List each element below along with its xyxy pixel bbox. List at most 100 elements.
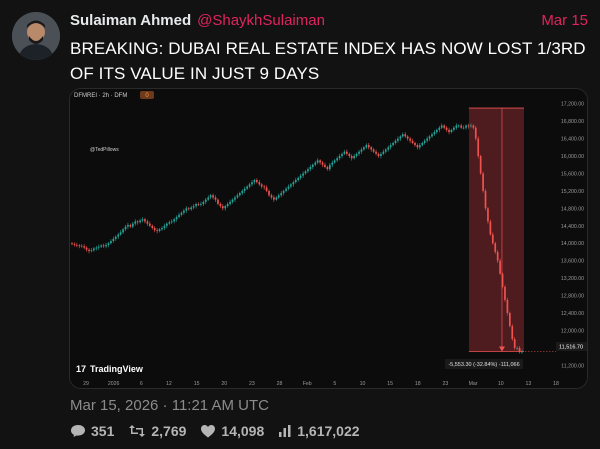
candle-body [270, 195, 273, 198]
candle-body [321, 162, 324, 165]
candle-body [350, 156, 353, 159]
candle-body [287, 186, 290, 189]
candle-body [236, 195, 239, 198]
views-button[interactable]: 1,617,022 [278, 423, 360, 439]
candle-body [144, 219, 146, 222]
candle-body [273, 197, 275, 200]
chart-image[interactable]: DFMREI · 2h · DFM 0 @TedPillows 17,200.0… [69, 88, 588, 389]
candle-body [324, 164, 326, 167]
measure-label-bg [445, 359, 523, 369]
candle-body [428, 136, 431, 139]
candle-body [285, 188, 287, 191]
candle-body [163, 225, 166, 228]
tv-icon: 17 [76, 364, 86, 374]
candle-body [299, 175, 302, 178]
tweet-timestamp[interactable]: Mar 15, 2026 · 11:21 AM UTC [70, 397, 269, 414]
candle-body [197, 203, 200, 205]
candle-body [209, 195, 212, 198]
candle-body [170, 221, 173, 223]
reply-button[interactable]: 351 [70, 423, 114, 439]
y-tick-label: 11,200.00 [561, 363, 584, 369]
candle-body [443, 125, 446, 128]
candle-body [260, 184, 263, 187]
author-line: Sulaiman Ahmed @ShaykhSulaiman [70, 12, 325, 29]
author-name[interactable]: Sulaiman Ahmed [70, 12, 192, 29]
candle-body [265, 187, 268, 191]
repost-button[interactable]: 2,769 [128, 423, 186, 439]
candle-body [307, 169, 309, 172]
candle-body [112, 238, 115, 242]
candle-body [80, 245, 83, 247]
candle-body [129, 224, 132, 227]
candle-body [277, 195, 280, 198]
views-icon [279, 425, 291, 437]
candle-body [85, 247, 88, 250]
tv-brand: TradingView [90, 364, 144, 374]
candle-body [166, 223, 168, 226]
candle-body [328, 164, 331, 170]
candle-body [314, 162, 317, 165]
candle-body [311, 164, 314, 167]
tweet-date[interactable]: Mar 15 [541, 12, 588, 29]
author-handle[interactable]: @ShaykhSulaiman [197, 12, 325, 29]
candle-body [487, 208, 489, 222]
candle-body [175, 217, 178, 220]
repost-count: 2,769 [151, 423, 187, 439]
candlestick-chart: DFMREI · 2h · DFM 0 @TedPillows 17,200.0… [70, 89, 587, 388]
zone-fill [468, 108, 524, 352]
candle-body [153, 227, 156, 231]
candle-body [117, 234, 120, 237]
candle-body [202, 201, 205, 204]
reply-icon [71, 425, 85, 437]
candle-body [156, 230, 158, 232]
action-bar: 351 2,769 14,098 1,617,022 [70, 423, 374, 439]
candles [71, 123, 556, 354]
like-button[interactable]: 14,098 [200, 423, 264, 439]
candle-body [455, 125, 458, 128]
candle-body [389, 145, 392, 148]
avatar[interactable] [12, 12, 60, 60]
candle-body [370, 147, 373, 150]
price-label-bg [556, 342, 587, 351]
reply-count: 351 [91, 423, 115, 439]
candle-body [190, 207, 193, 210]
candle-body [173, 219, 176, 222]
candle-body [136, 221, 139, 223]
candle-body [450, 129, 453, 133]
candle-body [406, 136, 409, 139]
candle-body [309, 166, 312, 170]
candle-body [516, 347, 518, 349]
candle-body [440, 125, 443, 128]
y-tick-label: 12,400.00 [561, 311, 584, 317]
candle-body [243, 188, 246, 191]
candle-body [494, 243, 497, 252]
candle-body [353, 156, 356, 159]
candle-body [491, 234, 494, 244]
x-tick-label: 5 [333, 381, 336, 387]
candle-body [76, 244, 78, 246]
measure-label: -5,553.30 (-32.84%) -111,066 [448, 362, 519, 368]
y-tick-label: 14,000.00 [561, 241, 584, 247]
candle-body [336, 158, 338, 161]
candle-body [246, 186, 248, 189]
x-tick-label: 2026 [108, 381, 120, 387]
candle-body [372, 149, 375, 152]
candle-body [346, 151, 348, 154]
x-tick-label: 18 [415, 381, 421, 387]
candle-body [401, 134, 404, 137]
candle-body [326, 166, 329, 170]
candle-body [474, 127, 477, 139]
candle-body [382, 151, 385, 154]
candle-body [280, 193, 283, 196]
candle-body [426, 138, 428, 141]
candle-body [316, 160, 319, 163]
candle-body [470, 125, 472, 127]
candle-body [102, 245, 105, 247]
candle-body [343, 151, 346, 154]
candle-body [380, 153, 382, 157]
candle-body [448, 129, 450, 133]
candle-body [146, 221, 149, 224]
candle-body [253, 180, 256, 183]
candle-body [217, 199, 219, 204]
candle-body [436, 129, 438, 133]
